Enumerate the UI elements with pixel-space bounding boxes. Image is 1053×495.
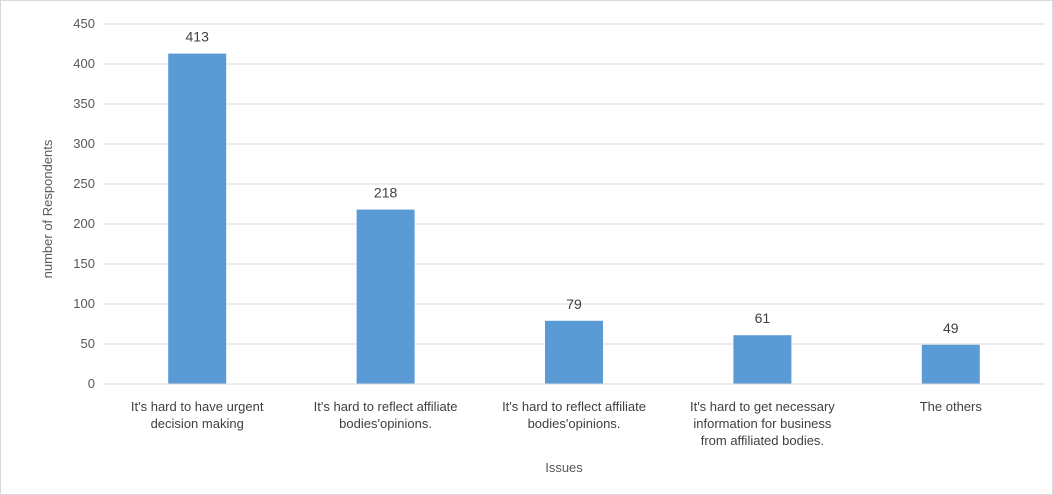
bars (168, 53, 980, 384)
x-category-label: It's hard to get necessary information fo… (690, 399, 835, 448)
bar (356, 209, 415, 384)
x-category-label: The others (920, 399, 983, 414)
data-label: 413 (186, 29, 210, 45)
x-category-label: It's hard to reflect affiliate bodies'opi… (502, 399, 646, 431)
bar (733, 335, 792, 384)
bar (921, 344, 980, 384)
y-tick-label: 300 (73, 136, 95, 151)
x-axis-title: Issues (545, 460, 583, 475)
x-category-label: It's hard to have urgent decision making (131, 399, 264, 431)
y-tick-label: 150 (73, 256, 95, 271)
y-tick-label: 0 (88, 376, 95, 391)
data-label: 79 (566, 296, 582, 312)
y-tick-label: 450 (73, 16, 95, 31)
y-tick-label: 250 (73, 176, 95, 191)
data-label: 61 (755, 310, 771, 326)
x-category-label: It's hard to reflect affiliate bodies'opi… (314, 399, 458, 431)
data-label: 49 (943, 320, 959, 336)
bar (545, 320, 603, 384)
data-labels: 413 218 79 61 49 (186, 29, 959, 336)
y-tick-label: 200 (73, 216, 95, 231)
y-axis-title: number of Respondents (40, 139, 55, 278)
data-label: 218 (374, 185, 398, 201)
y-tick-label: 100 (73, 296, 95, 311)
y-tick-label: 350 (73, 96, 95, 111)
y-tick-label: 50 (81, 336, 95, 351)
y-axis-ticks: 0 50 100 150 200 250 300 350 400 450 (73, 16, 95, 391)
y-tick-label: 400 (73, 56, 95, 71)
gridlines (103, 23, 1045, 345)
bar (168, 53, 227, 384)
x-axis-categories: It's hard to have urgent decision making I… (131, 399, 982, 448)
